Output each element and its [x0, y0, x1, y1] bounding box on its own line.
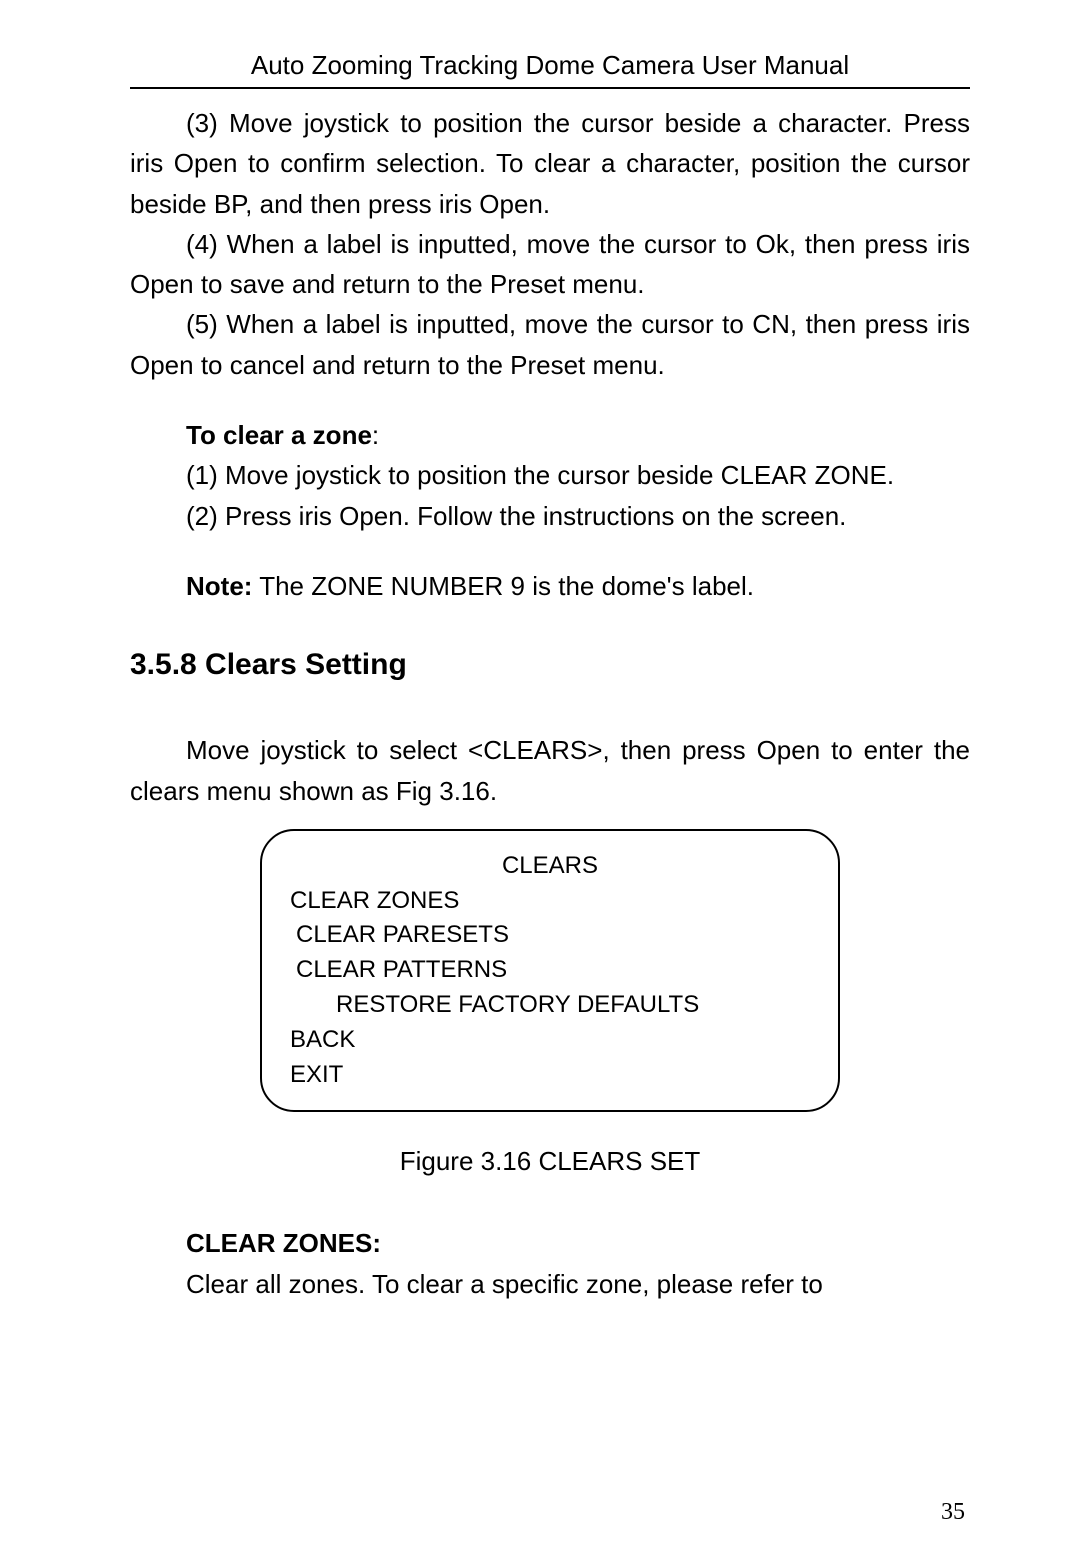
note-line: Note: The ZONE NUMBER 9 is the dome's la… — [130, 566, 970, 606]
menu-item-back: BACK — [290, 1023, 810, 1058]
page-header: Auto Zooming Tracking Dome Camera User M… — [130, 50, 970, 89]
to-clear-colon: : — [372, 420, 379, 450]
figure-caption: Figure 3.16 CLEARS SET — [130, 1146, 970, 1177]
to-clear-a-zone-heading: To clear a zone: — [130, 415, 970, 455]
clear-zone-step-1: (1) Move joystick to position the cursor… — [130, 455, 970, 495]
spacer — [130, 385, 970, 415]
menu-item-restore: RESTORE FACTORY DEFAULTS — [290, 988, 810, 1023]
paragraph-clears-intro: Move joystick to select <CLEARS>, then p… — [130, 730, 970, 811]
menu-item-clear-patterns: CLEAR PATTERNS — [290, 953, 810, 988]
note-rest: The ZONE NUMBER 9 is the dome's label. — [252, 571, 754, 601]
menu-box: CLEARS CLEAR ZONES CLEAR PARESETS CLEAR … — [260, 829, 840, 1113]
note-bold: Note: — [186, 571, 252, 601]
menu-title: CLEARS — [290, 849, 810, 884]
page-number: 35 — [941, 1499, 965, 1526]
clear-zones-text: Clear all zones. To clear a specific zon… — [130, 1264, 970, 1304]
paragraph-step-3: (3) Move joystick to position the cursor… — [130, 103, 970, 224]
paragraph-step-4: (4) When a label is inputted, move the c… — [130, 224, 970, 305]
to-clear-bold: To clear a zone — [186, 420, 372, 450]
clear-zone-step-2: (2) Press iris Open. Follow the instruct… — [130, 496, 970, 536]
menu-item-clear-zones: CLEAR ZONES — [290, 884, 810, 919]
menu-item-exit: EXIT — [290, 1058, 810, 1093]
paragraph-step-5: (5) When a label is inputted, move the c… — [130, 304, 970, 385]
section-heading: 3.5.8 Clears Setting — [130, 648, 970, 682]
spacer — [130, 536, 970, 566]
menu-item-clear-paresets: CLEAR PARESETS — [290, 918, 810, 953]
clear-zones-bold: CLEAR ZONES: — [186, 1228, 381, 1258]
clear-zones-heading: CLEAR ZONES: — [130, 1223, 970, 1263]
